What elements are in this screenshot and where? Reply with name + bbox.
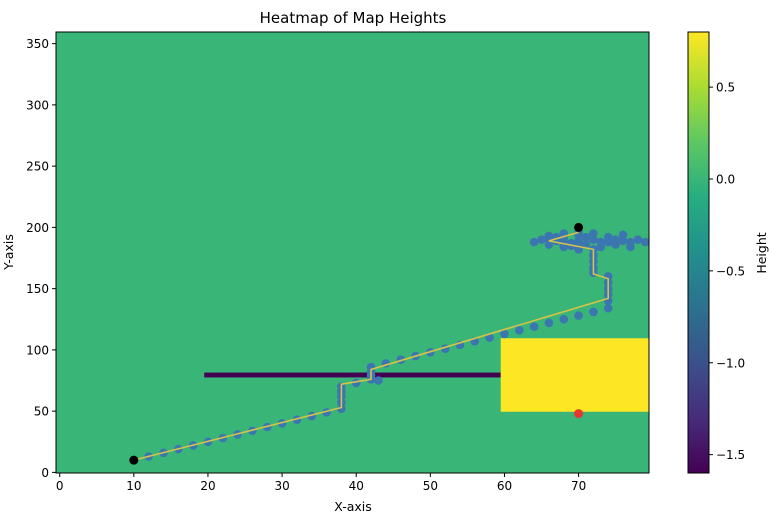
x-tick-label: 30	[274, 479, 289, 493]
path-point	[574, 311, 583, 320]
y-axis-label: Y-axis	[1, 234, 16, 271]
y-tick-label: 350	[26, 37, 49, 51]
colorbar-tick-label: −0.5	[716, 264, 745, 278]
cluster-point	[596, 237, 606, 247]
path-point	[337, 404, 346, 413]
path-point	[529, 322, 539, 331]
x-tick-label: 50	[423, 479, 438, 493]
path-point	[500, 329, 509, 339]
x-tick-label: 40	[349, 479, 364, 493]
cluster-point	[618, 230, 628, 240]
cluster-point	[603, 237, 613, 247]
cluster-point	[529, 237, 539, 247]
cluster-point	[537, 235, 546, 244]
cluster-point	[544, 240, 554, 249]
y-tick-label: 0	[41, 466, 49, 480]
y-tick-label: 200	[26, 221, 49, 235]
y-tick-label: 300	[26, 98, 49, 112]
cluster-point	[581, 240, 591, 249]
y-tick-label: 150	[26, 282, 49, 296]
path-line	[133, 231, 610, 461]
cluster-point	[574, 236, 583, 246]
target-point	[574, 409, 584, 419]
path-point	[589, 307, 598, 317]
x-axis-label: X-axis	[334, 499, 372, 514]
cluster-point	[544, 231, 554, 241]
colorbar-tick-label: −1.0	[716, 356, 745, 370]
path-point	[485, 333, 494, 342]
cluster-point	[626, 242, 635, 252]
extra-point	[374, 376, 383, 385]
colorbar	[687, 31, 710, 474]
cluster-point	[589, 235, 598, 244]
goal-point	[574, 222, 584, 232]
cluster-point	[640, 237, 650, 247]
y-tick-label: 100	[26, 343, 49, 357]
x-tick-label: 0	[56, 479, 64, 493]
path-point	[514, 325, 524, 335]
cluster-point	[618, 236, 628, 246]
region-high-block	[500, 338, 649, 412]
colorbar-label: Height	[754, 232, 769, 273]
cluster-point	[581, 232, 591, 242]
x-tick-label: 60	[497, 479, 512, 493]
path-point	[544, 318, 554, 328]
colorbar-tick-label: 0.0	[716, 173, 735, 187]
colorbar-tick-label: 0.5	[716, 81, 735, 95]
y-tick-label: 250	[26, 160, 49, 174]
cluster-point	[633, 235, 643, 244]
y-tick-label: 50	[34, 405, 49, 419]
x-tick-label: 20	[200, 479, 215, 493]
region-wall	[204, 372, 501, 378]
chart-title: Heatmap of Map Heights	[260, 9, 447, 27]
plot-frame	[55, 31, 650, 474]
cluster-point	[611, 235, 620, 244]
x-tick-label: 70	[571, 479, 586, 493]
start-point	[129, 455, 139, 465]
colorbar-tick-label: −1.5	[716, 448, 745, 462]
cluster-point	[589, 229, 598, 238]
x-tick-label: 10	[126, 479, 141, 493]
path-point	[559, 314, 569, 324]
path-point	[603, 303, 613, 313]
